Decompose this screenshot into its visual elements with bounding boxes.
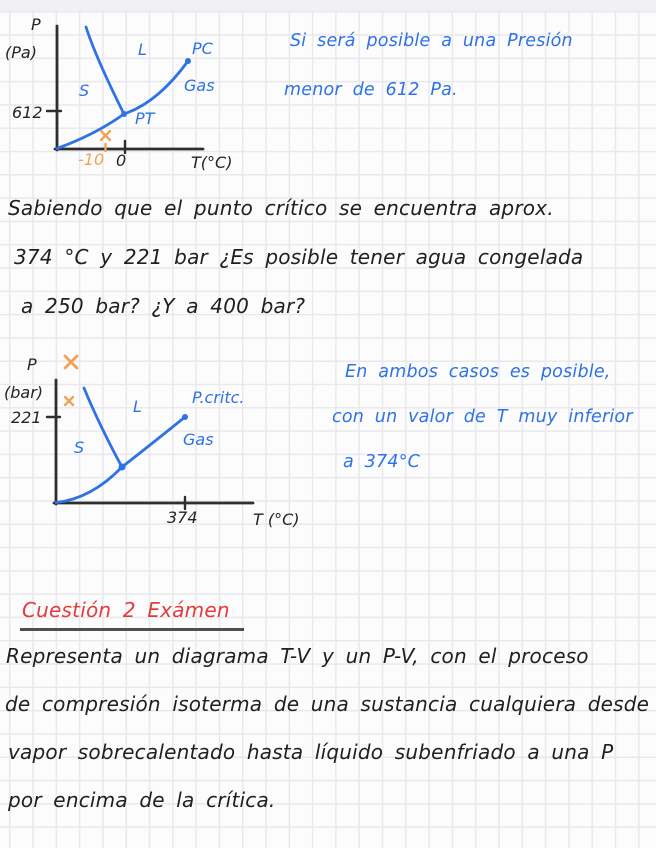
vaporization-curve <box>122 59 190 116</box>
critical-point-label: P.critc. <box>192 388 245 407</box>
y-tick-label: 221 <box>11 408 42 427</box>
y-axis-label: P <box>27 355 37 374</box>
page-top-margin <box>0 0 656 11</box>
handwritten-line: por encima de la crítica. <box>8 788 276 812</box>
x-tick-label: 0 <box>116 151 126 170</box>
x-axis-label: T(°C) <box>191 153 232 172</box>
heading-text: Cuestión 2 Exámen <box>20 598 244 631</box>
handwritten-line: 374 °C y 221 bar ¿Es posible tener agua … <box>14 245 584 269</box>
vaporization-curve <box>120 415 187 469</box>
triple-point-dot <box>118 463 126 471</box>
section-heading: Cuestión 2 Exámen <box>20 598 244 631</box>
orange-x-mark-small <box>63 395 75 407</box>
fusion-curve <box>82 386 124 469</box>
region-gas-label: Gas <box>183 430 214 449</box>
triple-point-dot <box>121 111 127 117</box>
y-axis-unit: (bar) <box>4 383 43 402</box>
sublimation-curve <box>55 112 126 150</box>
annotation-line: menor de 612 Pa. <box>284 80 458 100</box>
critical-point-dot <box>182 414 188 420</box>
triple-point-label: PT <box>135 109 156 128</box>
handwritten-line: a 250 bar? ¿Y a 400 bar? <box>21 294 306 318</box>
annotation-line: a 374°C <box>343 452 421 472</box>
phase-diagram-critical-pt: P (bar) 221 374 T (°C) L P.critc. Gas S <box>4 354 300 529</box>
fusion-curve <box>84 25 126 116</box>
handwritten-line: Sabiendo que el punto crítico se encuent… <box>8 196 554 220</box>
critical-point-label: PC <box>192 39 214 58</box>
annotation-line: En ambos casos es posible, <box>345 362 611 382</box>
handwritten-line: de compresión isoterma de una sustancia … <box>5 692 650 716</box>
region-liquid-label: L <box>138 40 147 59</box>
orange-x-mark-large <box>63 354 79 370</box>
orange-x-mark <box>99 129 112 142</box>
x-tick-label: 374 <box>167 508 198 527</box>
handwritten-line: Representa un diagrama T-V y un P-V, con… <box>6 644 589 668</box>
critical-point-dot <box>185 58 191 64</box>
region-gas-label: Gas <box>184 76 215 95</box>
annotation-line: Si será posible a una Presión <box>290 31 573 51</box>
y-tick-label: 612 <box>12 103 43 122</box>
y-axis-unit: (Pa) <box>5 43 37 62</box>
handwritten-line: vapor sobrecalentado hasta líquido suben… <box>8 740 614 764</box>
phase-diagram-water-pt: P (Pa) 612 0 -10 T(°C) L PC Gas S PT <box>5 15 232 172</box>
y-axis-label: P <box>31 15 41 34</box>
x-mark-label: -10 <box>78 150 104 169</box>
sublimation-curve <box>54 465 124 504</box>
region-solid-label: S <box>79 81 89 100</box>
x-axis-label: T (°C) <box>253 510 300 529</box>
region-liquid-label: L <box>133 397 142 416</box>
region-solid-label: S <box>74 438 84 457</box>
annotation-line: con un valor de T muy inferior <box>332 407 633 427</box>
